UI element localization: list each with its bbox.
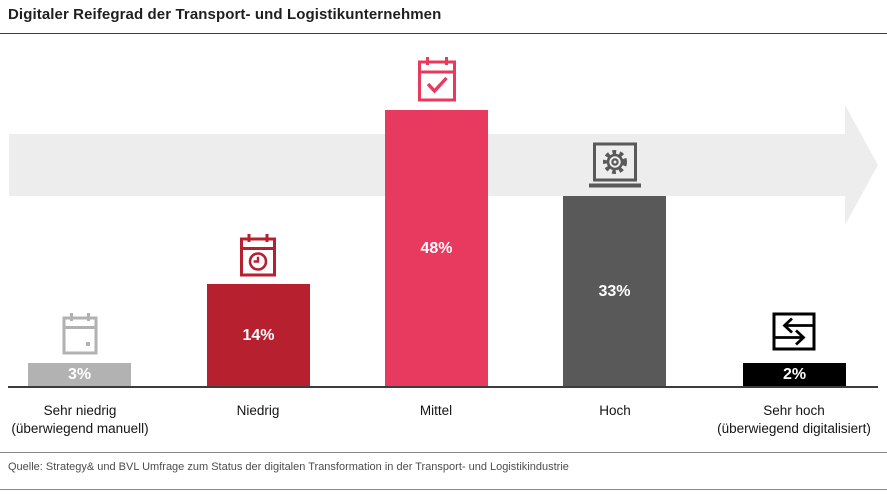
calendar-check-icon	[415, 57, 459, 103]
bar-value-label: 48%	[420, 239, 453, 257]
x-axis-label-sehr-hoch: Sehr hoch (überwiegend digitalisiert)	[684, 402, 887, 438]
x-axis-line	[8, 386, 878, 388]
bar-sehr-hoch: 2%	[743, 363, 846, 387]
bar-niedrig: 14%	[207, 284, 310, 387]
calendar-icon	[60, 313, 100, 355]
x-axis-label-sehr-niedrig: Sehr niedrig (überwiegend manuell)	[0, 402, 190, 438]
data-transfer-icon	[772, 312, 816, 352]
x-axis-label-line: Sehr niedrig	[43, 403, 117, 418]
title-divider	[0, 33, 887, 34]
footer-divider-top	[0, 452, 887, 453]
background-arrow-head	[845, 105, 878, 225]
x-axis-label-line: Hoch	[599, 403, 631, 418]
bar-value-label: 14%	[242, 326, 275, 344]
footer-divider-bottom	[0, 489, 887, 490]
x-axis-label-mittel: Mittel	[326, 402, 546, 420]
bar-value-label: 33%	[598, 282, 631, 300]
bar-value-label: 2%	[782, 366, 807, 383]
bar-mittel: 48%	[385, 110, 488, 387]
source-note: Quelle: Strategy& und BVL Umfrage zum St…	[8, 461, 569, 473]
x-axis-label-line: Mittel	[419, 403, 453, 418]
bar-sehr-niedrig: 3%	[28, 363, 131, 387]
bar-value-label: 3%	[67, 366, 92, 383]
x-axis-label-line: (überwiegend manuell)	[11, 421, 149, 436]
x-axis-label-line: Sehr hoch	[763, 403, 825, 418]
x-axis-label-hoch: Hoch	[505, 402, 725, 420]
calendar-clock-icon	[237, 234, 279, 278]
x-axis-label-niedrig: Niedrig	[148, 402, 368, 420]
bar-hoch: 33%	[563, 196, 666, 387]
x-axis-label-line: Niedrig	[236, 403, 280, 418]
laptop-gear-icon	[586, 142, 644, 188]
page-title: Digitaler Reifegrad der Transport- und L…	[8, 6, 442, 23]
x-axis-label-line: (überwiegend digitalisiert)	[717, 421, 871, 436]
